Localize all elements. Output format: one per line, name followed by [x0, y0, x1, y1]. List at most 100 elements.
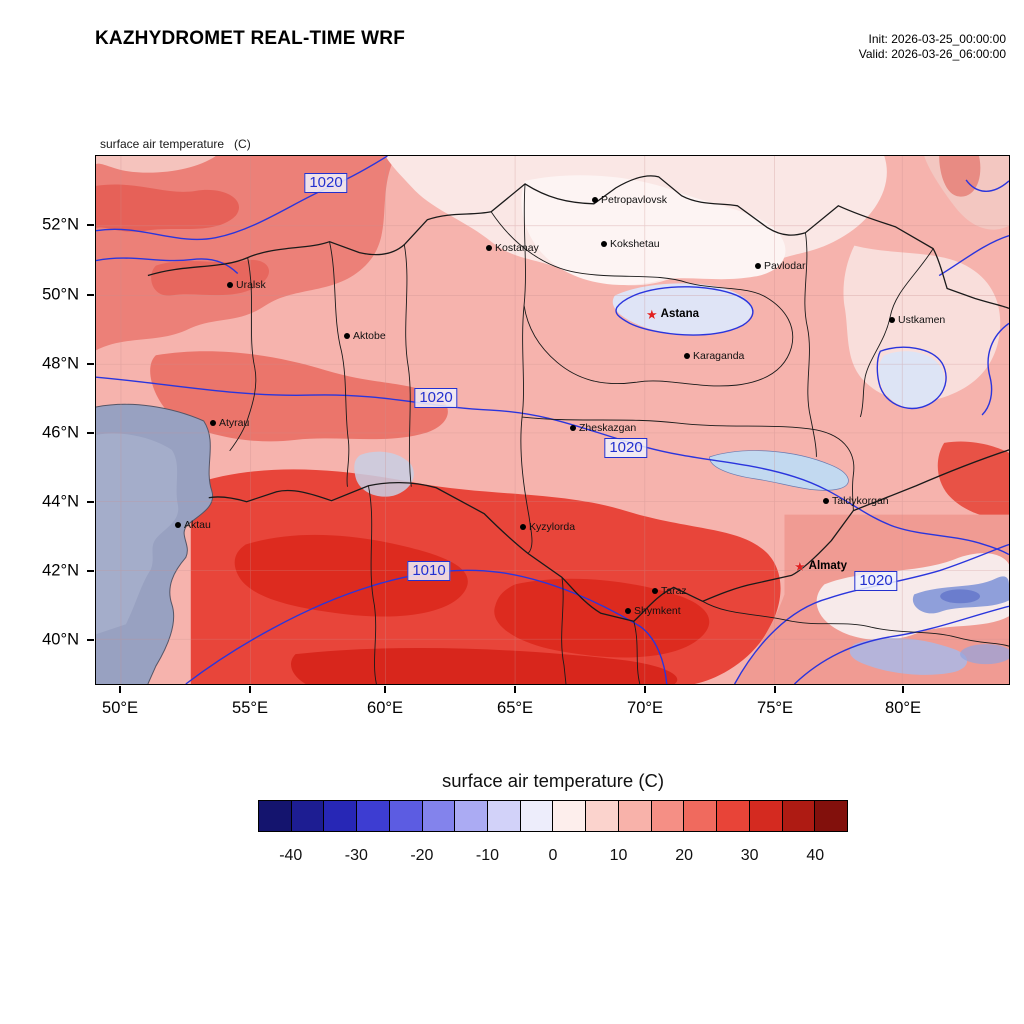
map-frame: 1020 1020 1020 1010 1020 Petropavlovsk Kostana… [95, 155, 1010, 685]
city-marker: Pavlodar [755, 260, 805, 272]
axis-tick [119, 686, 121, 693]
colorbar-cell [586, 801, 619, 831]
city-dot-icon [344, 333, 350, 339]
colorbar-cell [749, 801, 783, 831]
colorbar-cell [717, 801, 750, 831]
colorbar-cell [389, 801, 423, 831]
city-label: Pavlodar [764, 260, 806, 272]
temperature-field-map [96, 156, 1009, 684]
city-label: Ustkamen [898, 314, 946, 326]
run-stamps: Init: 2026-03-25_00:00:00 Valid: 2026-03… [859, 32, 1006, 62]
city-label: Zheskazgan [579, 422, 637, 434]
isobar-label: 1020 [854, 571, 898, 591]
lon-tick-label: 50°E [102, 699, 138, 717]
axis-tick [249, 686, 251, 693]
city-label: Almaty [808, 560, 848, 572]
lat-tick-label: 42°N [42, 561, 79, 580]
axis-tick [902, 686, 904, 693]
lat-tick-label: 40°N [42, 630, 79, 649]
page-title: KAZHYDROMET REAL-TIME WRF [95, 28, 406, 49]
colorbar-cell [291, 801, 325, 831]
field-label-temperature: surface air temperature (C) [100, 137, 251, 151]
axis-tick [87, 432, 94, 434]
colorbar-cell [259, 801, 292, 831]
colorbar-tick-label: 40 [806, 847, 825, 864]
isobar-label: 1020 [304, 173, 348, 193]
capital-star-icon: ★ [646, 306, 658, 322]
axis-tick [644, 686, 646, 693]
colorbar-tick-label: 10 [609, 847, 628, 864]
lat-tick-label: 48°N [42, 354, 79, 373]
lon-tick-label: 55°E [232, 699, 268, 717]
lon-tick-label: 80°E [885, 699, 921, 717]
axis-tick [87, 639, 94, 641]
city-marker: ★ Astana [646, 306, 700, 322]
city-label: Uralsk [236, 279, 266, 291]
city-marker: ★ Almaty [794, 558, 848, 574]
city-label: Petropavlovsk [601, 194, 667, 206]
colorbar-cell [553, 801, 587, 831]
city-marker: Aktobe [344, 330, 386, 342]
city-dot-icon [755, 263, 761, 269]
city-marker: Zheskazgan [570, 422, 636, 434]
isobar-label: 1010 [407, 561, 451, 581]
city-label: Taldykorgan [832, 495, 889, 507]
axis-tick [87, 570, 94, 572]
lat-tick-label: 46°N [42, 423, 79, 442]
city-dot-icon [652, 588, 658, 594]
city-marker: Atyrau [210, 417, 249, 429]
axis-tick [514, 686, 516, 693]
axis-tick [87, 363, 94, 365]
axis-tick [87, 501, 94, 503]
city-label: Aktobe [353, 330, 386, 342]
city-dot-icon [570, 425, 576, 431]
axis-tick [87, 294, 94, 296]
colorbar-cell [618, 801, 652, 831]
colorbar-cell [455, 801, 489, 831]
city-dot-icon [823, 498, 829, 504]
city-marker: Petropavlovsk [592, 194, 667, 206]
city-label: Astana [660, 308, 700, 320]
region-borders [147, 175, 1009, 684]
colorbar-cell [651, 801, 685, 831]
city-dot-icon [520, 524, 526, 530]
axis-tick [87, 224, 94, 226]
city-dot-icon [227, 282, 233, 288]
city-dot-icon [625, 608, 631, 614]
city-dot-icon [210, 420, 216, 426]
colorbar-cell [815, 801, 847, 831]
city-marker: Kokshetau [601, 238, 660, 250]
colorbar-tick-label: -10 [475, 847, 499, 864]
lat-tick-label: 50°N [42, 285, 79, 304]
isobar-label: 1020 [414, 388, 458, 408]
city-marker: Karaganda [684, 350, 744, 362]
capital-star-icon: ★ [794, 558, 806, 574]
colorbar-tick-label: 30 [740, 847, 759, 864]
colorbar-cell [488, 801, 521, 831]
colorbar-cell [357, 801, 390, 831]
lon-tick-label: 70°E [627, 699, 663, 717]
water-bodies [96, 403, 849, 684]
colorbar-tick-labels: -40 -30 -20 -10 0 10 20 30 40 [258, 847, 848, 869]
city-label: Kokshetau [610, 238, 660, 250]
city-label: Taraz [661, 585, 687, 597]
lon-tick-label: 60°E [367, 699, 403, 717]
city-dot-icon [889, 317, 895, 323]
lon-tick-label: 75°E [757, 699, 793, 717]
city-label: Karaganda [693, 350, 745, 362]
city-label: Kyzylorda [529, 521, 576, 533]
valid-timestamp: Valid: 2026-03-26_06:00:00 [858, 47, 1006, 61]
city-marker: Ustkamen [889, 314, 945, 326]
city-dot-icon [592, 197, 598, 203]
city-dot-icon [684, 353, 690, 359]
city-marker: Aktau [175, 519, 211, 531]
colorbar-tick-label: -30 [344, 847, 368, 864]
init-timestamp: Init: 2026-03-25_00:00:00 [868, 32, 1006, 46]
lon-tick-label: 65°E [497, 699, 533, 717]
city-label: Atyrau [219, 417, 250, 429]
city-dot-icon [601, 241, 607, 247]
isobar-label: 1020 [604, 438, 648, 458]
colorbar-tick-label: -40 [279, 847, 303, 864]
temperature-shading [96, 156, 1009, 684]
city-label: Aktau [184, 519, 211, 531]
